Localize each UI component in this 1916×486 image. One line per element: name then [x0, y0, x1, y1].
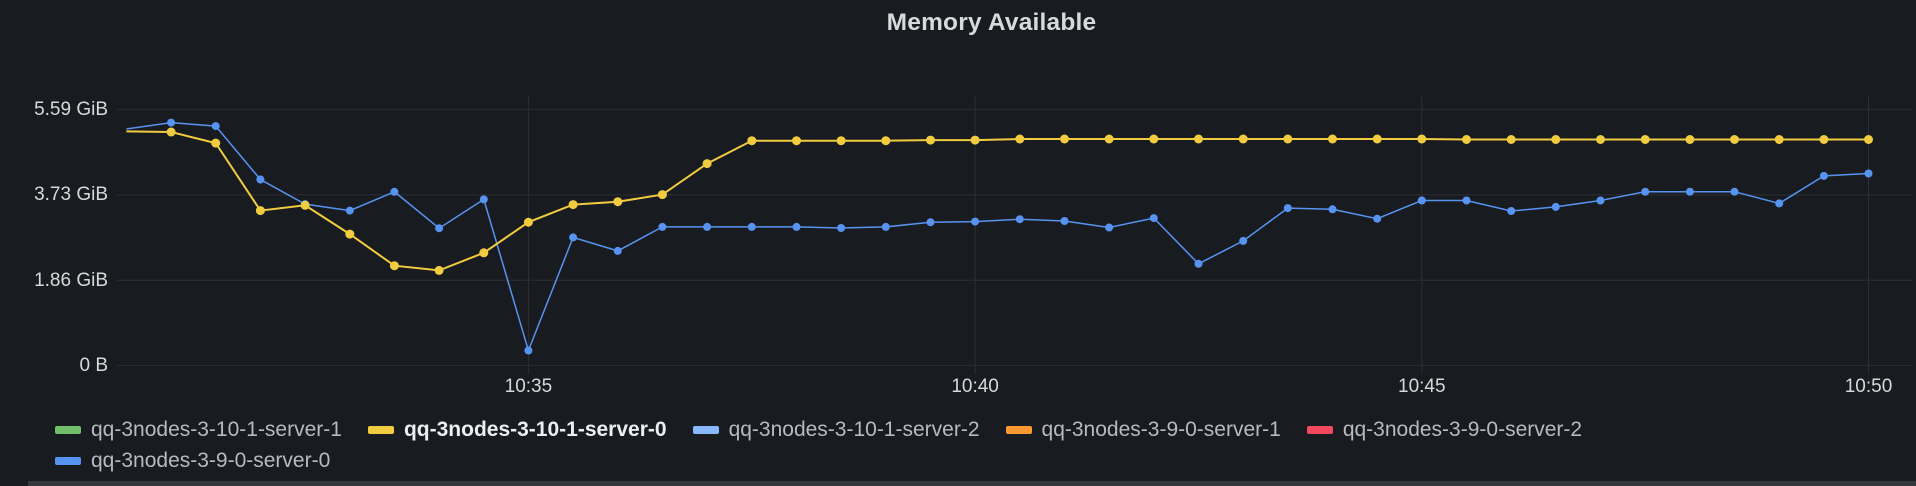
svg-text:10:45: 10:45	[1398, 376, 1446, 397]
svg-text:10:40: 10:40	[951, 376, 999, 397]
svg-text:10:50: 10:50	[1845, 376, 1893, 397]
svg-text:1.86 GiB: 1.86 GiB	[34, 270, 108, 291]
svg-text:5.59 GiB: 5.59 GiB	[34, 99, 108, 120]
svg-text:3.73 GiB: 3.73 GiB	[34, 184, 108, 205]
svg-text:0 B: 0 B	[79, 355, 108, 376]
svg-text:10:35: 10:35	[505, 376, 553, 397]
